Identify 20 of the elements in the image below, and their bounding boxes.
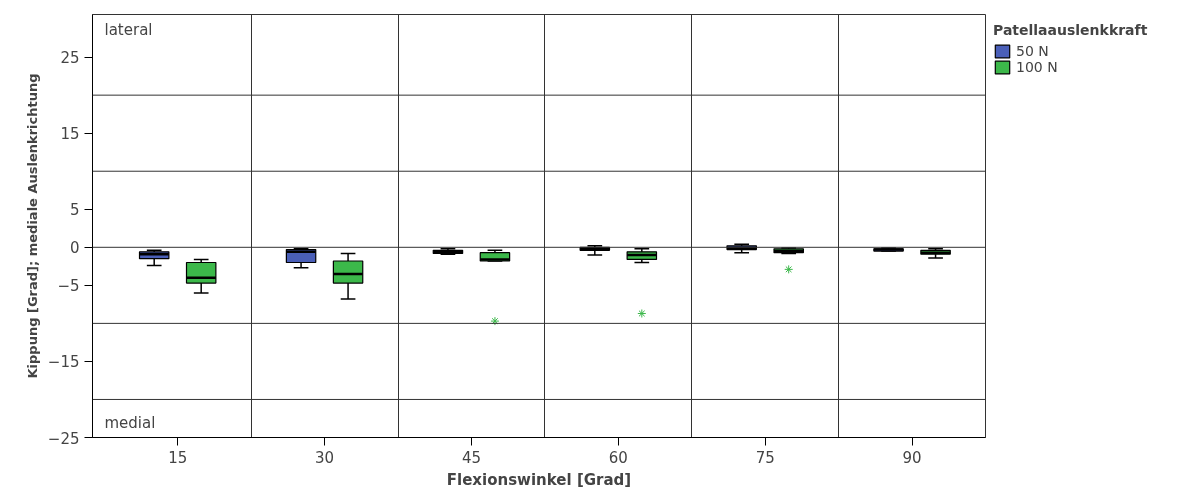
- legend-title: Patellaauslenkkraft: [993, 22, 1148, 38]
- y-tick-label: 5: [69, 201, 80, 220]
- legend-label: 100 N: [1016, 59, 1058, 75]
- y-tick-label: −25: [47, 429, 80, 448]
- x-axis-title: Flexionswinkel [Grad]: [446, 470, 632, 489]
- x-tick-label: 45: [461, 448, 481, 467]
- x-tick-label: 90: [902, 448, 922, 467]
- legend-label: 50 N: [1016, 43, 1049, 59]
- y-tick-label: 15: [60, 125, 80, 144]
- annotation: medial: [104, 413, 156, 432]
- x-tick-label: 60: [608, 448, 628, 467]
- x-tick-label: 15: [168, 448, 188, 467]
- annotation: lateral: [104, 20, 153, 39]
- x-tick-label: 75: [755, 448, 775, 467]
- y-tick-label: 0: [69, 239, 80, 258]
- y-tick-label: −15: [47, 353, 80, 372]
- x-tick-label: 30: [315, 448, 335, 467]
- y-tick-label: −5: [57, 277, 80, 296]
- y-tick-label: 25: [60, 49, 80, 68]
- y-axis-title: Kippung [Grad]; mediale Auslenkrichtung: [24, 73, 40, 379]
